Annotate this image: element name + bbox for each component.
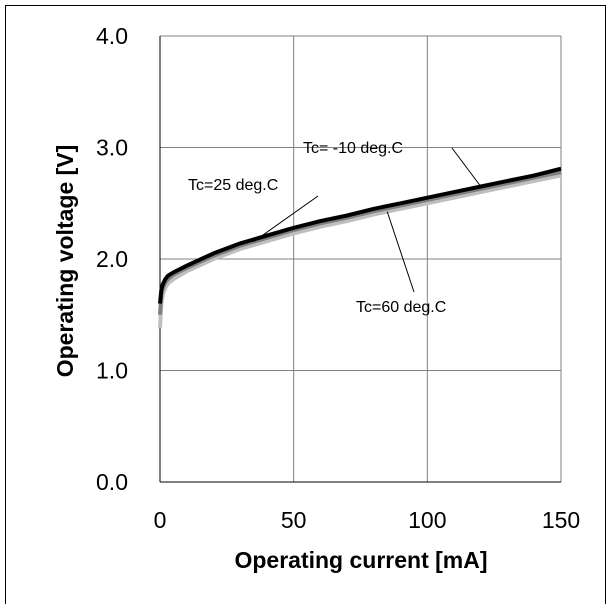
- annotation-leaders: [253, 147, 482, 293]
- x-tick-label: 0: [154, 507, 167, 533]
- series-line-0: [158, 166, 562, 304]
- annotation-label: Tc= -10 deg.C: [303, 140, 403, 157]
- annotation-leader: [253, 195, 319, 243]
- x-tick-labels: 0 50 100 150: [154, 507, 581, 533]
- annotation-leader: [386, 211, 415, 293]
- annotation-label: Tc=25 deg.C: [188, 177, 278, 194]
- y-tick-label: 3.0: [96, 135, 128, 161]
- y-tick-label: 0.0: [96, 469, 128, 495]
- y-axis-label: Operating voltage [V]: [52, 145, 78, 378]
- series-line-2: [158, 173, 562, 329]
- y-tick-label: 1.0: [96, 358, 128, 384]
- annotations: Tc= -10 deg.C Tc=25 deg.C Tc=60 deg.C: [188, 140, 446, 316]
- x-tick-label: 150: [542, 507, 580, 533]
- x-tick-label: 50: [281, 507, 307, 533]
- x-axis-label: Operating current [mA]: [234, 547, 487, 573]
- grid: [159, 35, 562, 483]
- x-tick-label: 100: [408, 507, 446, 533]
- y-tick-labels: 0.0 1.0 2.0 3.0 4.0: [96, 23, 128, 495]
- series-lines: [158, 166, 562, 329]
- annotation-label: Tc=60 deg.C: [356, 299, 446, 316]
- annotation-leader: [451, 147, 482, 187]
- y-tick-label: 2.0: [96, 246, 128, 272]
- y-tick-label: 4.0: [96, 23, 128, 49]
- chart-frame: [5, 5, 606, 604]
